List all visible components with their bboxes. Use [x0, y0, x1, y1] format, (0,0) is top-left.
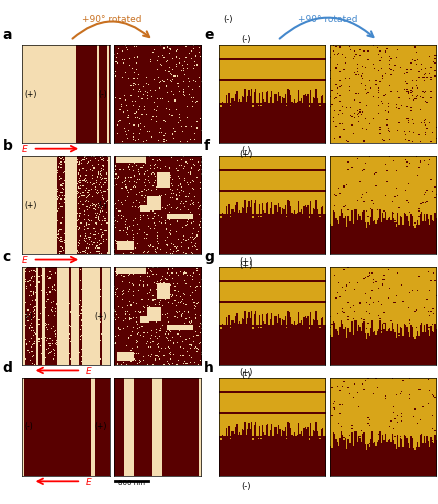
- Text: d: d: [3, 361, 13, 375]
- Text: f: f: [204, 139, 210, 153]
- Text: (+): (+): [25, 90, 37, 99]
- Text: (-): (-): [241, 146, 250, 155]
- Text: (-): (-): [241, 35, 250, 44]
- Text: (+): (+): [95, 422, 107, 431]
- Text: +90° rotated: +90° rotated: [298, 15, 357, 24]
- Text: c: c: [3, 250, 11, 264]
- Text: (-): (-): [25, 311, 33, 321]
- Text: e: e: [204, 28, 214, 42]
- Text: (-): (-): [241, 371, 250, 381]
- Text: (-): (-): [241, 482, 250, 491]
- Text: $E$: $E$: [21, 254, 29, 265]
- Text: (-): (-): [25, 422, 33, 431]
- Text: h: h: [204, 361, 214, 375]
- Text: $E$: $E$: [21, 143, 29, 154]
- Text: b: b: [3, 139, 13, 153]
- Text: (+): (+): [239, 368, 252, 377]
- Text: g: g: [204, 250, 214, 264]
- Text: (-): (-): [98, 90, 107, 99]
- Text: a: a: [3, 28, 12, 42]
- Text: +90° rotated: +90° rotated: [82, 15, 141, 24]
- Text: $E$: $E$: [85, 365, 92, 376]
- Text: (+): (+): [239, 261, 252, 270]
- Text: (+): (+): [95, 311, 107, 321]
- Text: (-): (-): [98, 201, 107, 210]
- Text: (+): (+): [239, 150, 252, 159]
- Text: (-): (-): [223, 15, 233, 24]
- Text: (+): (+): [239, 257, 252, 266]
- Text: (+): (+): [25, 201, 37, 210]
- Text: $E$: $E$: [85, 476, 92, 487]
- Text: 800 nm: 800 nm: [118, 480, 145, 486]
